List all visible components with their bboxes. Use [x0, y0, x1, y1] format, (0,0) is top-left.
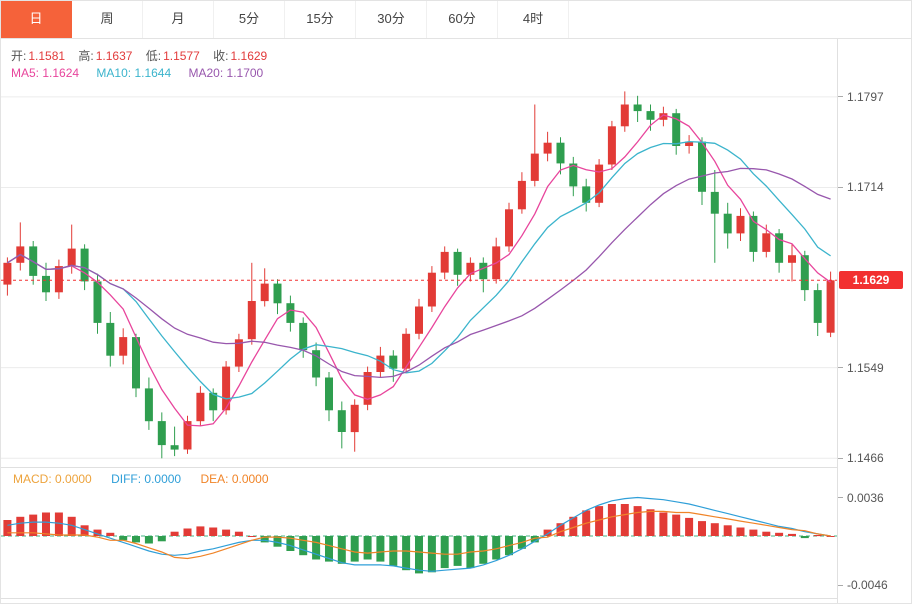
ma5-label: MA5:	[11, 66, 40, 80]
macd-label: MACD:	[13, 472, 52, 486]
macd-axis-label: 0.0036	[838, 490, 884, 506]
diff-value: 0.0000	[144, 472, 182, 486]
current-price-tag: 1.1629	[839, 271, 903, 290]
macd-axis-label: -0.0046	[838, 577, 888, 593]
diff-label: DIFF:	[111, 472, 142, 486]
close-quote: 收: 1.1629	[213, 49, 267, 63]
open-label: 开:	[11, 49, 27, 63]
low-value: 1.1577	[163, 49, 200, 63]
tab-5min[interactable]: 5分	[214, 1, 285, 38]
open-value: 1.1581	[28, 49, 66, 63]
tab-4hour[interactable]: 4时	[498, 1, 569, 38]
ma5-value: 1.1624	[42, 66, 80, 80]
tab-month[interactable]: 月	[143, 1, 214, 38]
dea-value: 0.0000	[231, 472, 269, 486]
macd-info: MACD: 0.0000 DIFF: 0.0000 DEA: 0.0000	[1, 467, 837, 489]
high-quote: 高: 1.1637	[78, 49, 132, 63]
close-value: 1.1629	[230, 49, 268, 63]
bottom-divider	[1, 598, 911, 599]
tab-day[interactable]: 日	[1, 1, 72, 38]
open-quote: 开: 1.1581	[11, 49, 65, 63]
high-label: 高:	[78, 49, 94, 63]
high-value: 1.1637	[95, 49, 133, 63]
ma10-value: 1.1644	[134, 66, 172, 80]
tab-30min[interactable]: 30分	[356, 1, 427, 38]
tab-60min[interactable]: 60分	[427, 1, 498, 38]
tab-15min[interactable]: 15分	[285, 1, 356, 38]
macd-value: 0.0000	[55, 472, 92, 486]
ma10-label: MA10:	[96, 66, 132, 80]
macd-panel-divider	[1, 467, 911, 468]
low-quote: 低: 1.1577	[146, 49, 200, 63]
macd-value-info: MACD: 0.0000	[13, 472, 92, 486]
low-label: 低:	[145, 49, 162, 63]
price-axis: 1.1629 1.1797 1.1714 1.1549 1.1466 0.0036 -0.…	[837, 39, 911, 603]
ma5-info: MA5: 1.1624	[11, 66, 79, 80]
price-axis-label: 1.1714	[838, 179, 884, 195]
close-label: 收:	[213, 49, 229, 63]
chart-region: 开: 1.1581 高: 1.1637 低: 1.1577 收: 1.1629 MA5:…	[1, 39, 911, 603]
ma20-label: MA20:	[188, 66, 224, 80]
ma20-info: MA20: 1.1700	[188, 66, 263, 80]
price-axis-label: 1.1549	[838, 360, 884, 376]
ohlc-info: 开: 1.1581 高: 1.1637 低: 1.1577 收: 1.1629	[11, 47, 277, 64]
candlestick-chart[interactable]: 开: 1.1581 高: 1.1637 低: 1.1577 收: 1.1629 MA5:…	[1, 39, 837, 467]
price-axis-label: 1.1797	[838, 89, 884, 105]
timeframe-tab-bar: 日周月 5分 15分 30分 60分 4时	[1, 1, 911, 39]
ma-info: MA5: 1.1624 MA10: 1.1644 MA20: 1.1700	[11, 66, 277, 80]
ma10-info: MA10: 1.1644	[96, 66, 171, 80]
price-axis-label: 1.1466	[838, 450, 884, 466]
ma20-value: 1.1700	[226, 66, 264, 80]
macd-chart[interactable]	[1, 489, 837, 598]
dea-value-info: DEA: 0.0000	[200, 472, 268, 486]
dea-label: DEA:	[200, 472, 229, 486]
tab-week[interactable]: 周	[72, 1, 143, 38]
diff-value-info: DIFF: 0.0000	[111, 472, 181, 486]
